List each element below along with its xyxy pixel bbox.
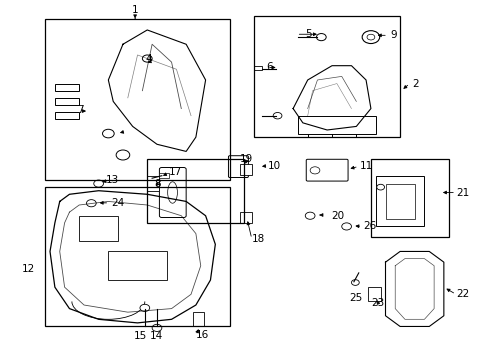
- Circle shape: [305, 212, 314, 219]
- Circle shape: [116, 150, 129, 160]
- Bar: [239, 212, 251, 223]
- Text: 16: 16: [196, 330, 209, 341]
- Text: 11: 11: [359, 161, 372, 171]
- Bar: [55, 112, 79, 119]
- Circle shape: [341, 223, 351, 230]
- Bar: [108, 251, 166, 280]
- Bar: [147, 176, 159, 191]
- Bar: [254, 16, 399, 137]
- Circle shape: [94, 180, 103, 187]
- Text: 18: 18: [251, 234, 264, 244]
- Text: 1: 1: [132, 5, 138, 15]
- Bar: [159, 173, 169, 178]
- Text: 22: 22: [455, 289, 468, 299]
- Bar: [79, 216, 118, 241]
- Text: 14: 14: [149, 332, 163, 342]
- Circle shape: [142, 55, 152, 62]
- Circle shape: [366, 34, 374, 40]
- Text: 23: 23: [371, 298, 384, 308]
- Text: 4: 4: [145, 54, 152, 64]
- Text: 19: 19: [240, 154, 253, 163]
- Circle shape: [140, 304, 149, 311]
- Text: 12: 12: [22, 264, 35, 274]
- Text: 26: 26: [363, 221, 376, 231]
- Text: 8: 8: [154, 179, 161, 189]
- Text: 24: 24: [111, 198, 124, 208]
- Text: 20: 20: [330, 211, 344, 221]
- Text: 10: 10: [267, 161, 281, 171]
- Circle shape: [351, 280, 359, 285]
- Text: 5: 5: [305, 29, 311, 39]
- Text: 13: 13: [106, 175, 119, 185]
- Bar: [147, 158, 244, 223]
- Text: 17: 17: [169, 167, 182, 177]
- Text: 9: 9: [389, 30, 396, 40]
- Circle shape: [309, 167, 319, 174]
- Circle shape: [376, 184, 384, 190]
- FancyBboxPatch shape: [305, 159, 347, 181]
- Bar: [254, 66, 262, 70]
- Bar: [55, 84, 79, 91]
- Circle shape: [316, 33, 325, 41]
- Bar: [385, 184, 414, 219]
- Bar: [45, 187, 229, 327]
- Bar: [368, 287, 380, 301]
- FancyBboxPatch shape: [159, 167, 186, 217]
- Bar: [193, 312, 203, 327]
- Bar: [370, 158, 448, 237]
- Bar: [297, 116, 375, 134]
- Text: 15: 15: [134, 332, 147, 342]
- Ellipse shape: [167, 182, 177, 203]
- Circle shape: [152, 324, 162, 332]
- Circle shape: [102, 129, 114, 138]
- Bar: [45, 19, 229, 180]
- Bar: [55, 98, 79, 105]
- Circle shape: [362, 31, 379, 44]
- FancyBboxPatch shape: [228, 156, 248, 177]
- Circle shape: [86, 200, 96, 207]
- Bar: [375, 176, 424, 226]
- Text: 25: 25: [349, 293, 362, 303]
- Circle shape: [273, 112, 282, 119]
- Text: 6: 6: [266, 63, 272, 72]
- Text: 7: 7: [77, 105, 83, 115]
- Text: 21: 21: [455, 188, 468, 198]
- Text: 2: 2: [411, 78, 418, 89]
- Bar: [239, 164, 251, 175]
